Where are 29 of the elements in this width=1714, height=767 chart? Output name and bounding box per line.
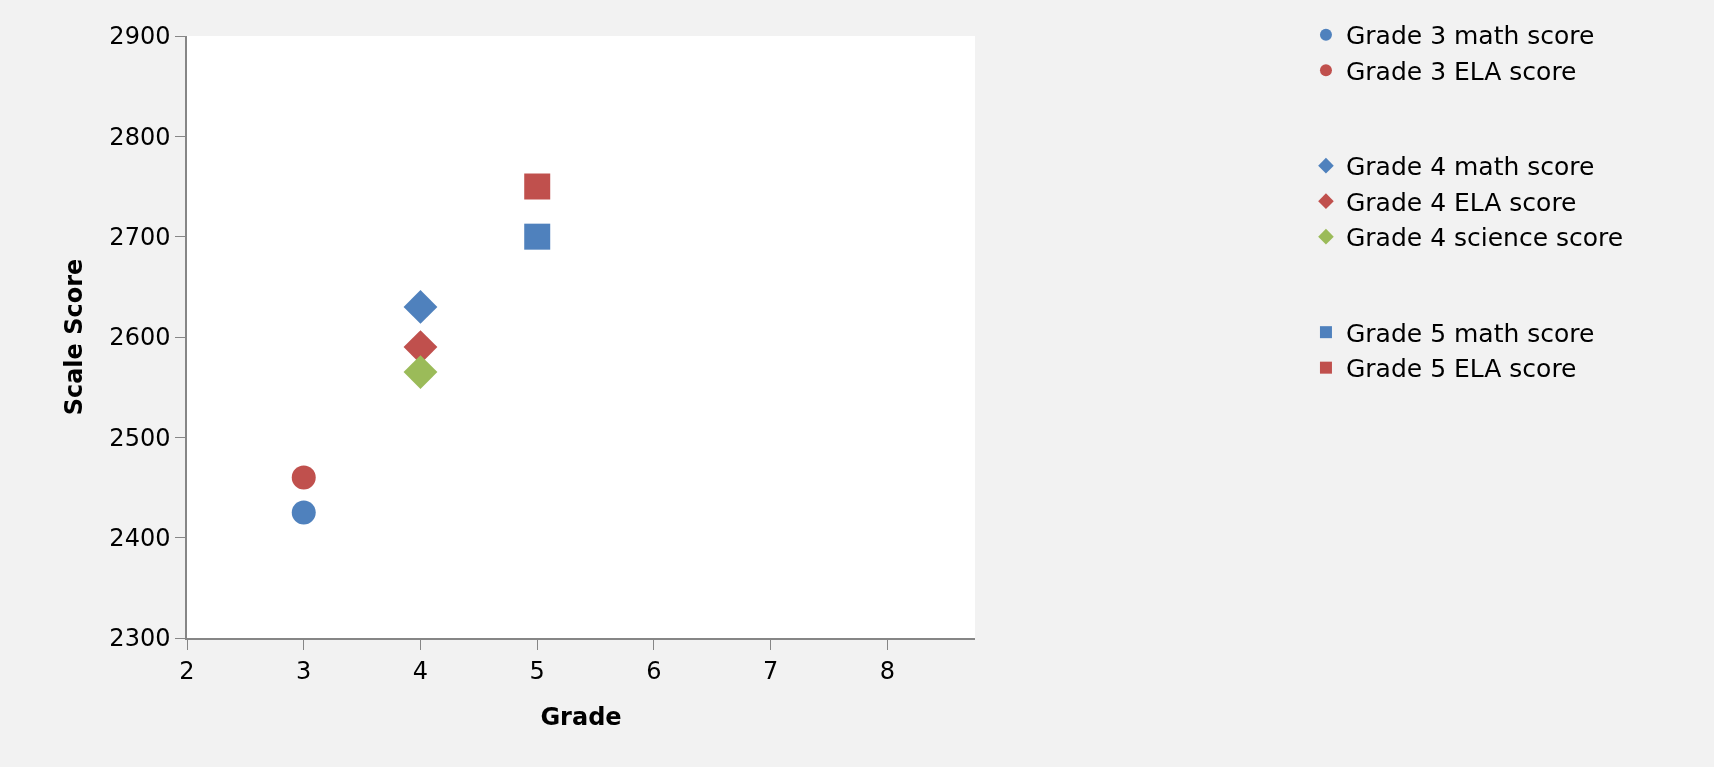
x-axis-title: Grade — [540, 703, 622, 732]
legend-label: Grade 3 math score — [1345, 21, 1595, 51]
point — [403, 290, 438, 324]
legend-label: Grade 5 math score — [1345, 318, 1595, 348]
point — [403, 355, 438, 390]
legend-label: Grade 3 ELA score — [1345, 56, 1577, 86]
y-tick-label: 2500 — [109, 423, 171, 452]
legend-label: Grade 4 math score — [1345, 152, 1595, 182]
x-tick-label: 6 — [646, 656, 662, 685]
x-tick-label: 4 — [412, 656, 429, 685]
y-tick-label: 2300 — [109, 624, 171, 653]
y-tick-label: 2400 — [109, 524, 171, 553]
point — [524, 173, 551, 200]
y-tick-label: 2800 — [109, 122, 171, 151]
y-tick-label: 2900 — [109, 22, 171, 51]
x-tick-label: 3 — [296, 656, 312, 685]
x-tick-label: 7 — [763, 656, 779, 685]
legend-label: Grade 5 ELA score — [1345, 354, 1577, 384]
y-axis-title: Scale Score — [59, 258, 88, 416]
point — [291, 500, 316, 525]
y-tick-label: 2700 — [109, 223, 171, 252]
y-tick-label: 2600 — [109, 323, 171, 352]
x-tick-label: 5 — [529, 656, 545, 685]
x-tick-label: 2 — [179, 656, 195, 685]
x-tick-label: 8 — [879, 656, 896, 685]
point — [291, 465, 316, 490]
legend-label: Grade 4 science score — [1345, 223, 1624, 253]
legend-label: Grade 4 ELA score — [1345, 187, 1577, 217]
point — [524, 223, 551, 250]
